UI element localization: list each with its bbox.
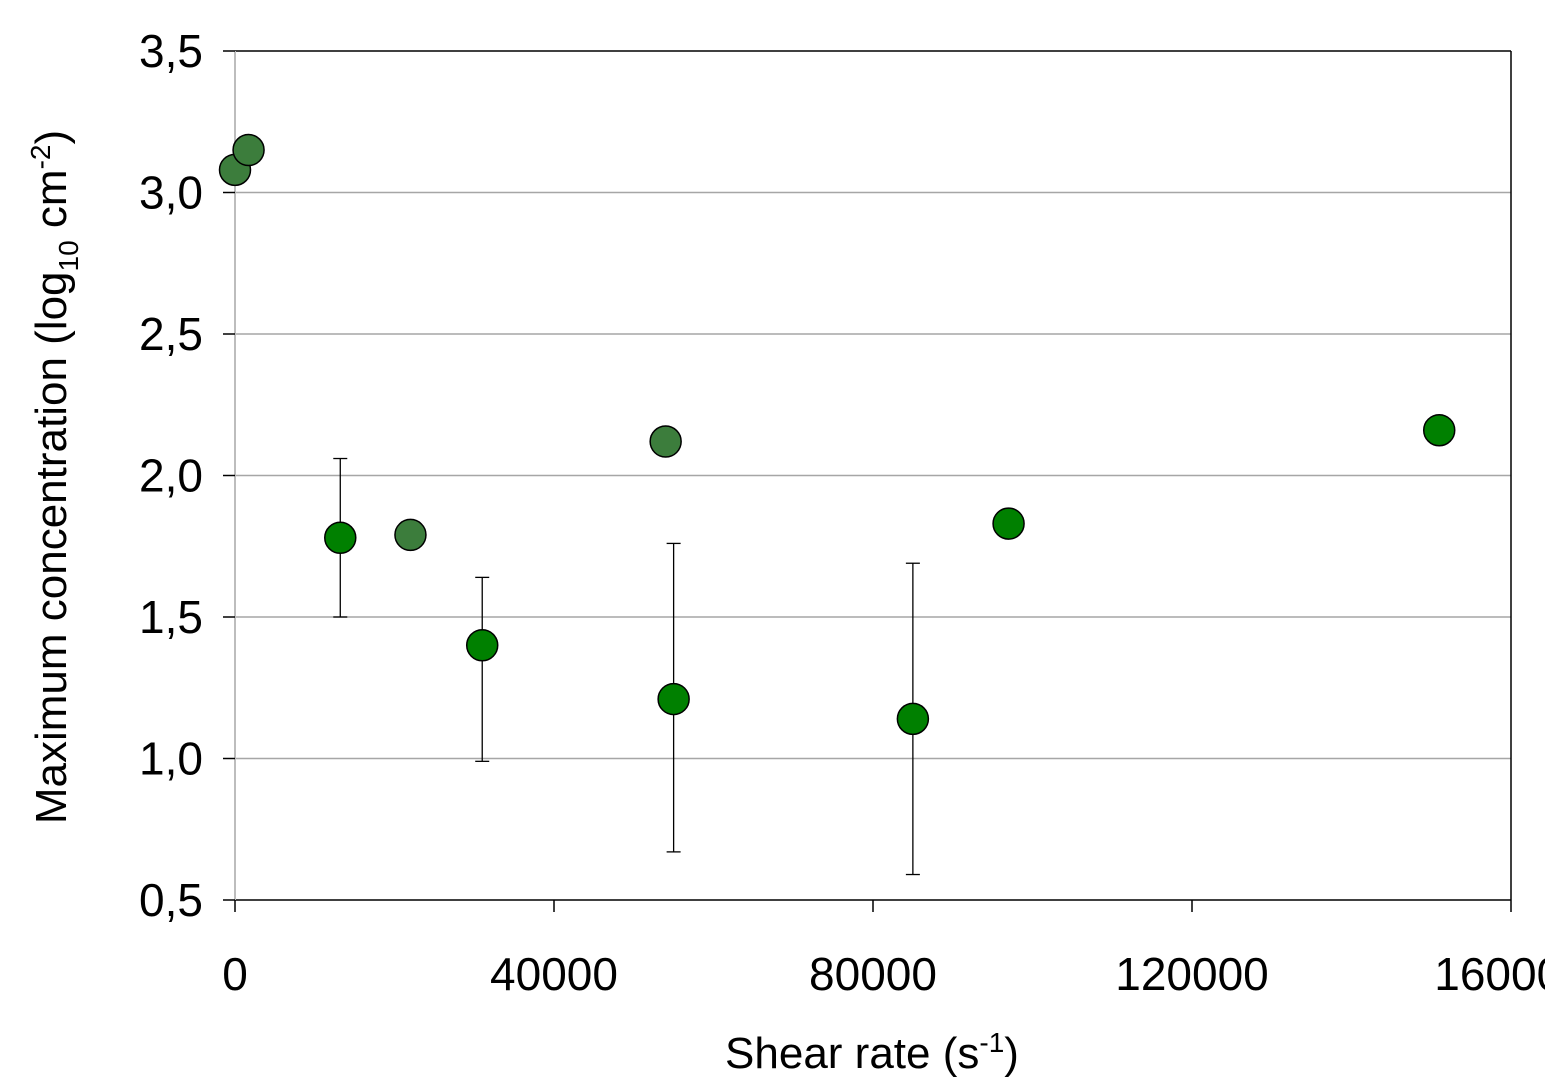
x-tick-label-3: 120000 [1115, 948, 1269, 1000]
data-point-1-1 [465, 629, 499, 662]
error-bar-1-1 [475, 576, 490, 762]
x-tick-label-1: 40000 [490, 948, 618, 1000]
data-points [218, 133, 1456, 736]
data-point-0-3 [649, 425, 682, 458]
y-tick-label-5: 3,0 [139, 167, 203, 219]
x-tick-label-0: 0 [222, 948, 248, 1000]
y-tick-label-0: 0,5 [139, 874, 203, 926]
x-axis-title: Shear rate (s-1) [725, 1027, 1019, 1078]
data-point-0-1 [232, 133, 265, 167]
tick-labels: 0,5 1,0 1,5 2,0 2,5 3,0 3,5 0 40000 80000 120000 16… [139, 25, 1545, 1000]
data-point-1-3 [896, 702, 930, 736]
data-point-1-0 [324, 521, 357, 555]
gridlines [235, 191, 1511, 760]
x-tick-label-4: 160000 [1434, 948, 1545, 1000]
axis-ticks [223, 50, 1512, 912]
y-tick-label-6: 3,5 [139, 25, 203, 77]
data-point-1-2 [657, 682, 690, 716]
x-tick-label-2: 80000 [809, 948, 937, 1000]
y-tick-label-1: 1,0 [139, 733, 203, 785]
y-tick-label-3: 2,0 [139, 450, 203, 502]
data-point-0-2 [394, 518, 427, 552]
y-tick-label-4: 2,5 [139, 308, 203, 360]
data-point-1-4 [992, 507, 1025, 540]
error-bars [333, 457, 920, 876]
y-axis-title: Maximum concentration (log10 cm-2) [25, 130, 84, 824]
y-tick-label-2: 1,5 [139, 591, 203, 643]
data-point-1-5 [1422, 413, 1456, 447]
